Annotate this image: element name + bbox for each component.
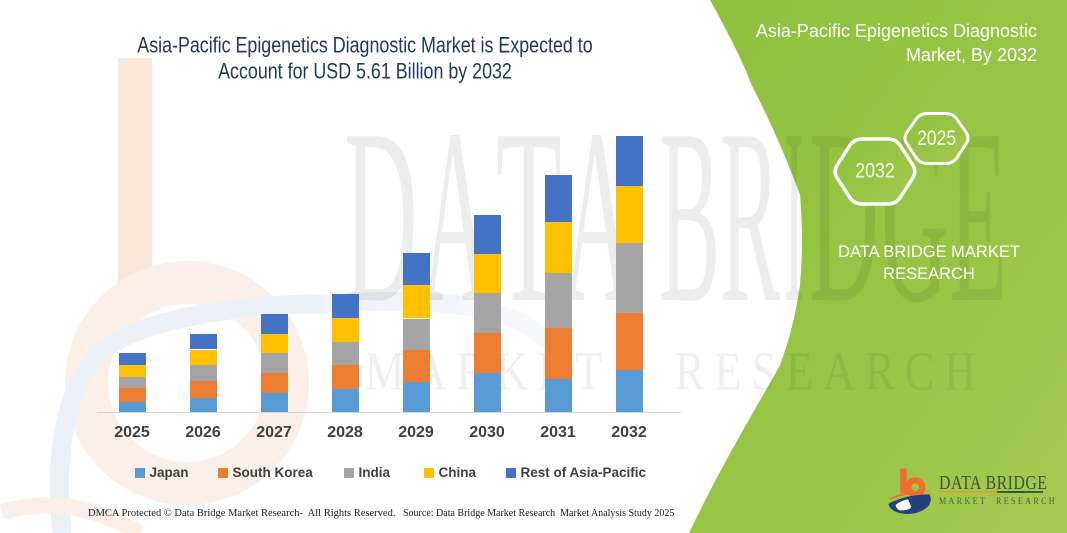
svg-text:2032: 2032: [855, 159, 895, 183]
svg-text:2025: 2025: [917, 126, 956, 150]
